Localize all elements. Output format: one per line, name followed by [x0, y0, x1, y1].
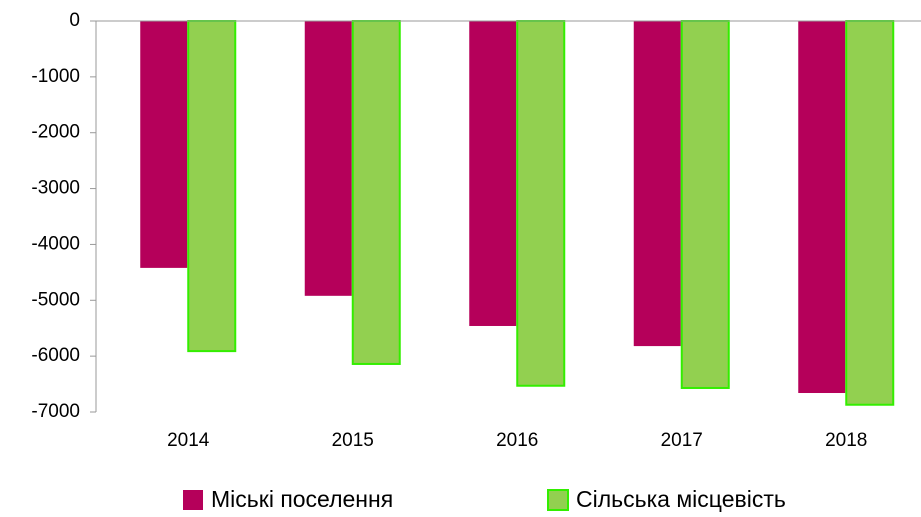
- y-tick-label: -2000: [31, 122, 80, 143]
- y-tick-label: -3000: [31, 178, 80, 199]
- bar: [140, 21, 188, 268]
- bar: [845, 20, 895, 406]
- x-tick-label: 2015: [332, 430, 374, 451]
- bar: [304, 21, 352, 296]
- bar: [516, 20, 566, 387]
- y-tick-label: -4000: [31, 233, 80, 254]
- bar: [351, 20, 401, 365]
- y-tick-label: 0: [69, 10, 80, 31]
- legend-swatch: [547, 489, 569, 511]
- legend-label: Міські поселення: [211, 486, 393, 512]
- x-tick-label: 2014: [167, 430, 210, 451]
- bar: [680, 20, 730, 389]
- bar: [187, 20, 237, 353]
- legend-swatch: [183, 490, 203, 510]
- x-tick-label: 2016: [496, 430, 538, 451]
- y-tick-label: -6000: [31, 345, 80, 366]
- y-tick-label: -5000: [31, 289, 80, 310]
- bar: [469, 21, 517, 326]
- y-tick-label: -1000: [31, 66, 80, 87]
- x-tick-label: 2018: [825, 430, 867, 451]
- bar: [798, 21, 846, 394]
- y-tick-label: -7000: [31, 401, 80, 422]
- bar: [633, 21, 681, 347]
- x-tick-label: 2017: [661, 430, 703, 451]
- legend-label: Сільська місцевість: [576, 486, 786, 512]
